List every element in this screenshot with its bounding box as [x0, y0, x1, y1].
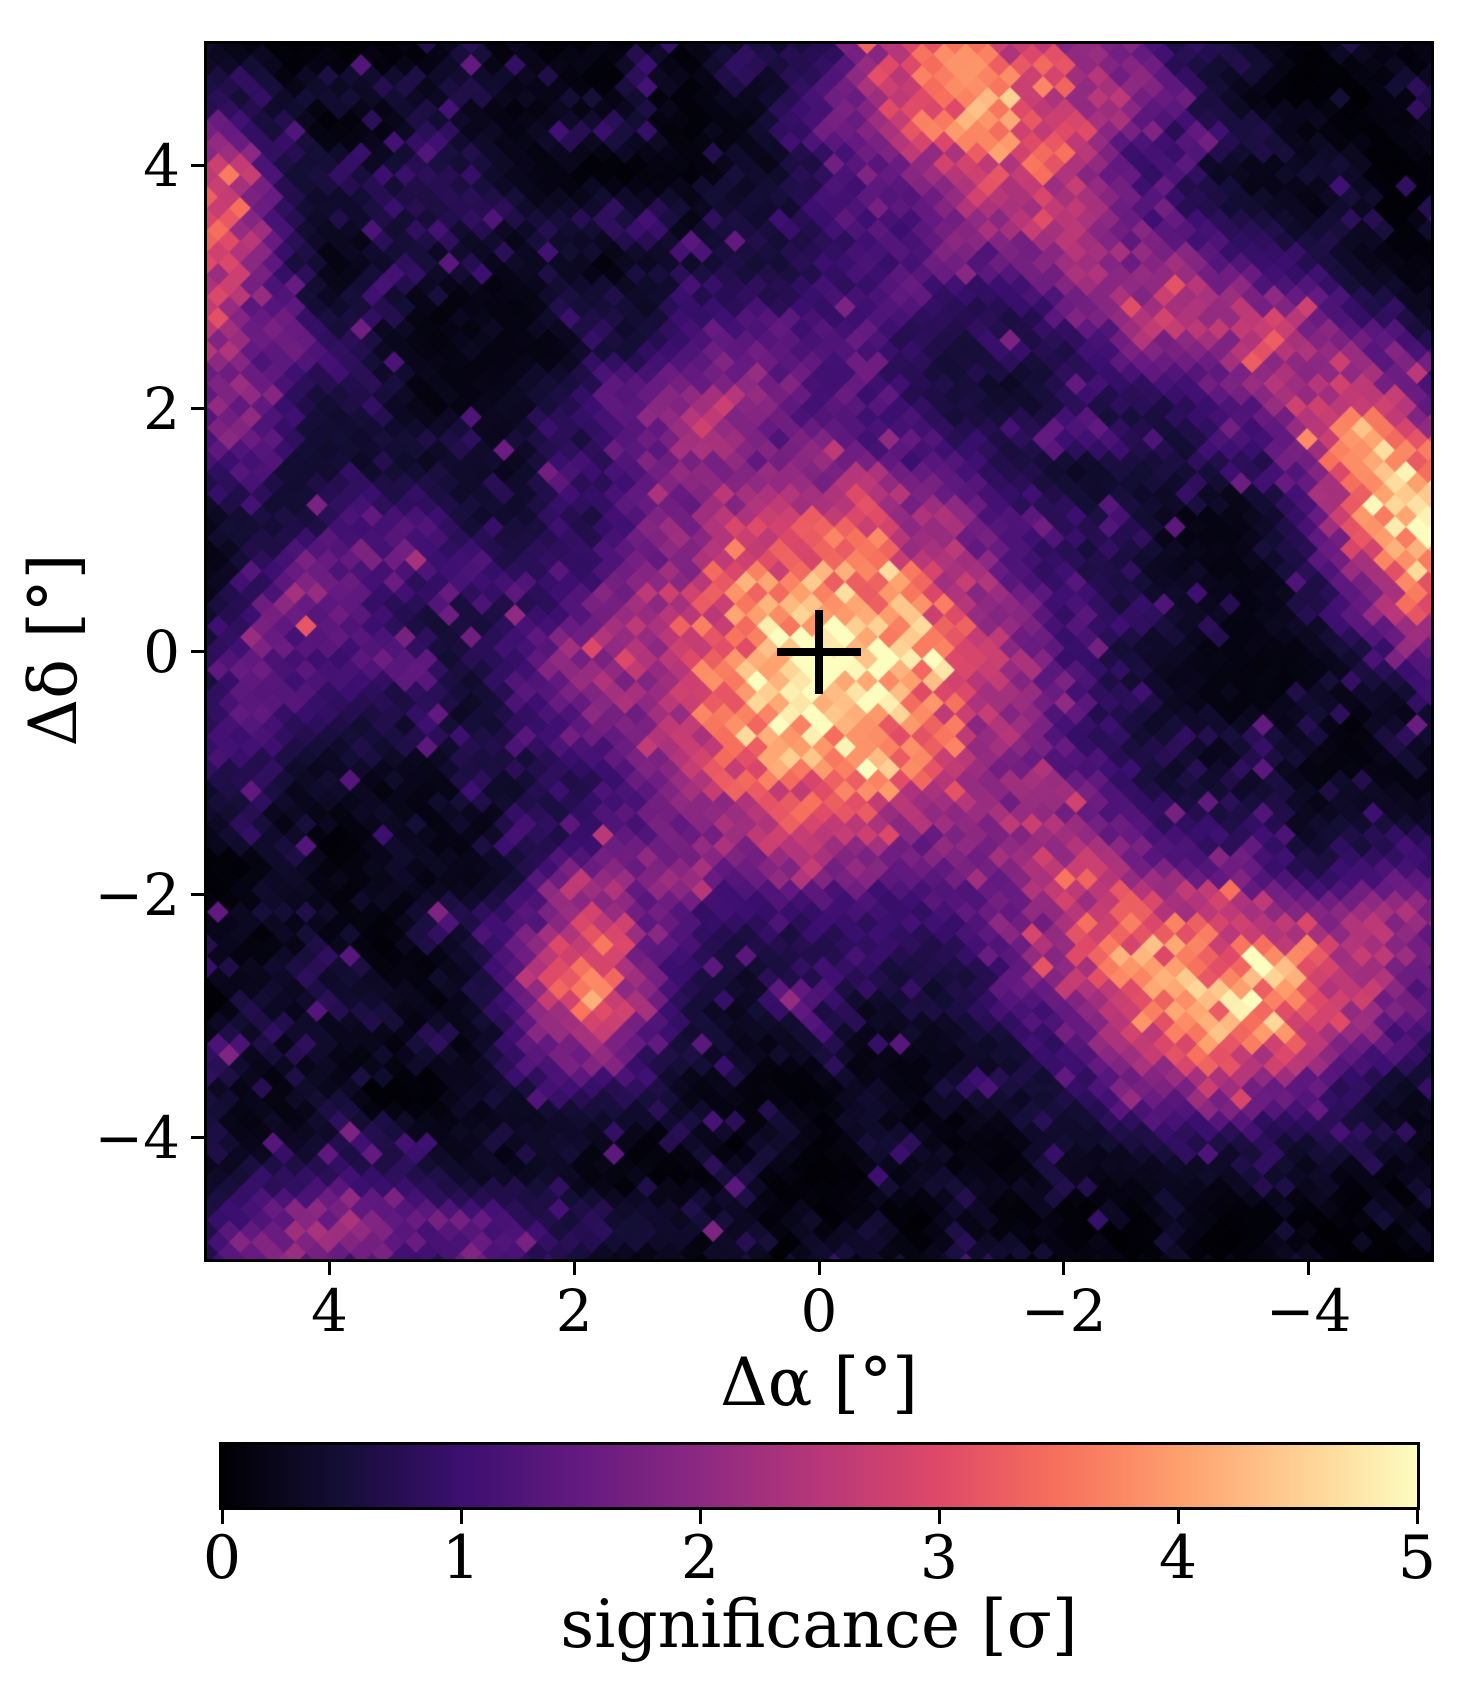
x-axis-tick-mark	[572, 1262, 576, 1275]
colorbar-tick-mark	[459, 1510, 463, 1524]
y-axis-tick-label: 4	[143, 131, 180, 200]
y-axis-tick-mark	[191, 1136, 204, 1139]
colorbar-tick-label: 5	[1397, 1523, 1437, 1593]
y-axis-tick-label: 2	[143, 374, 180, 443]
colorbar-tick-label: 0	[202, 1523, 242, 1593]
colorbar-tick-label: 4	[1158, 1523, 1198, 1593]
colorbar-tick-mark	[1176, 1510, 1180, 1524]
y-axis-tick-mark	[191, 407, 204, 410]
colorbar-tick-label: 1	[441, 1523, 481, 1593]
colorbar-tick-mark	[1415, 1510, 1419, 1524]
colorbar-tick-mark	[698, 1510, 702, 1524]
y-axis-tick-label: 0	[143, 617, 180, 686]
x-axis-tick-label: −2	[1021, 1277, 1107, 1345]
colorbar-gradient	[222, 1445, 1417, 1507]
x-axis-tick-mark	[1307, 1262, 1311, 1275]
heatmap-canvas	[207, 44, 1431, 1259]
colorbar-tick-label: 3	[919, 1523, 959, 1593]
x-axis-tick-label: −4	[1265, 1277, 1352, 1345]
x-axis-tick-mark	[1062, 1262, 1066, 1275]
colorbar-tick-mark	[220, 1510, 224, 1524]
x-axis-tick-mark	[817, 1262, 821, 1275]
colorbar	[219, 1442, 1420, 1510]
y-axis-tick-mark	[191, 893, 204, 896]
y-axis-label: Δδ [°]	[15, 553, 92, 747]
x-axis-tick-label: 2	[555, 1277, 593, 1345]
y-axis-tick-mark	[191, 164, 204, 167]
x-axis-label: Δα [°]	[720, 1344, 918, 1421]
y-axis-tick-label: −2	[94, 860, 181, 929]
y-axis-tick-mark	[191, 650, 204, 653]
x-axis-tick-label: 0	[800, 1277, 838, 1345]
y-axis-tick-label: −4	[94, 1103, 181, 1172]
colorbar-tick-mark	[937, 1510, 941, 1524]
colorbar-tick-label: 2	[680, 1523, 720, 1593]
x-axis-tick-mark	[327, 1262, 331, 1275]
x-axis-tick-label: 4	[310, 1277, 348, 1345]
colorbar-label: significance [σ]	[560, 1586, 1078, 1663]
